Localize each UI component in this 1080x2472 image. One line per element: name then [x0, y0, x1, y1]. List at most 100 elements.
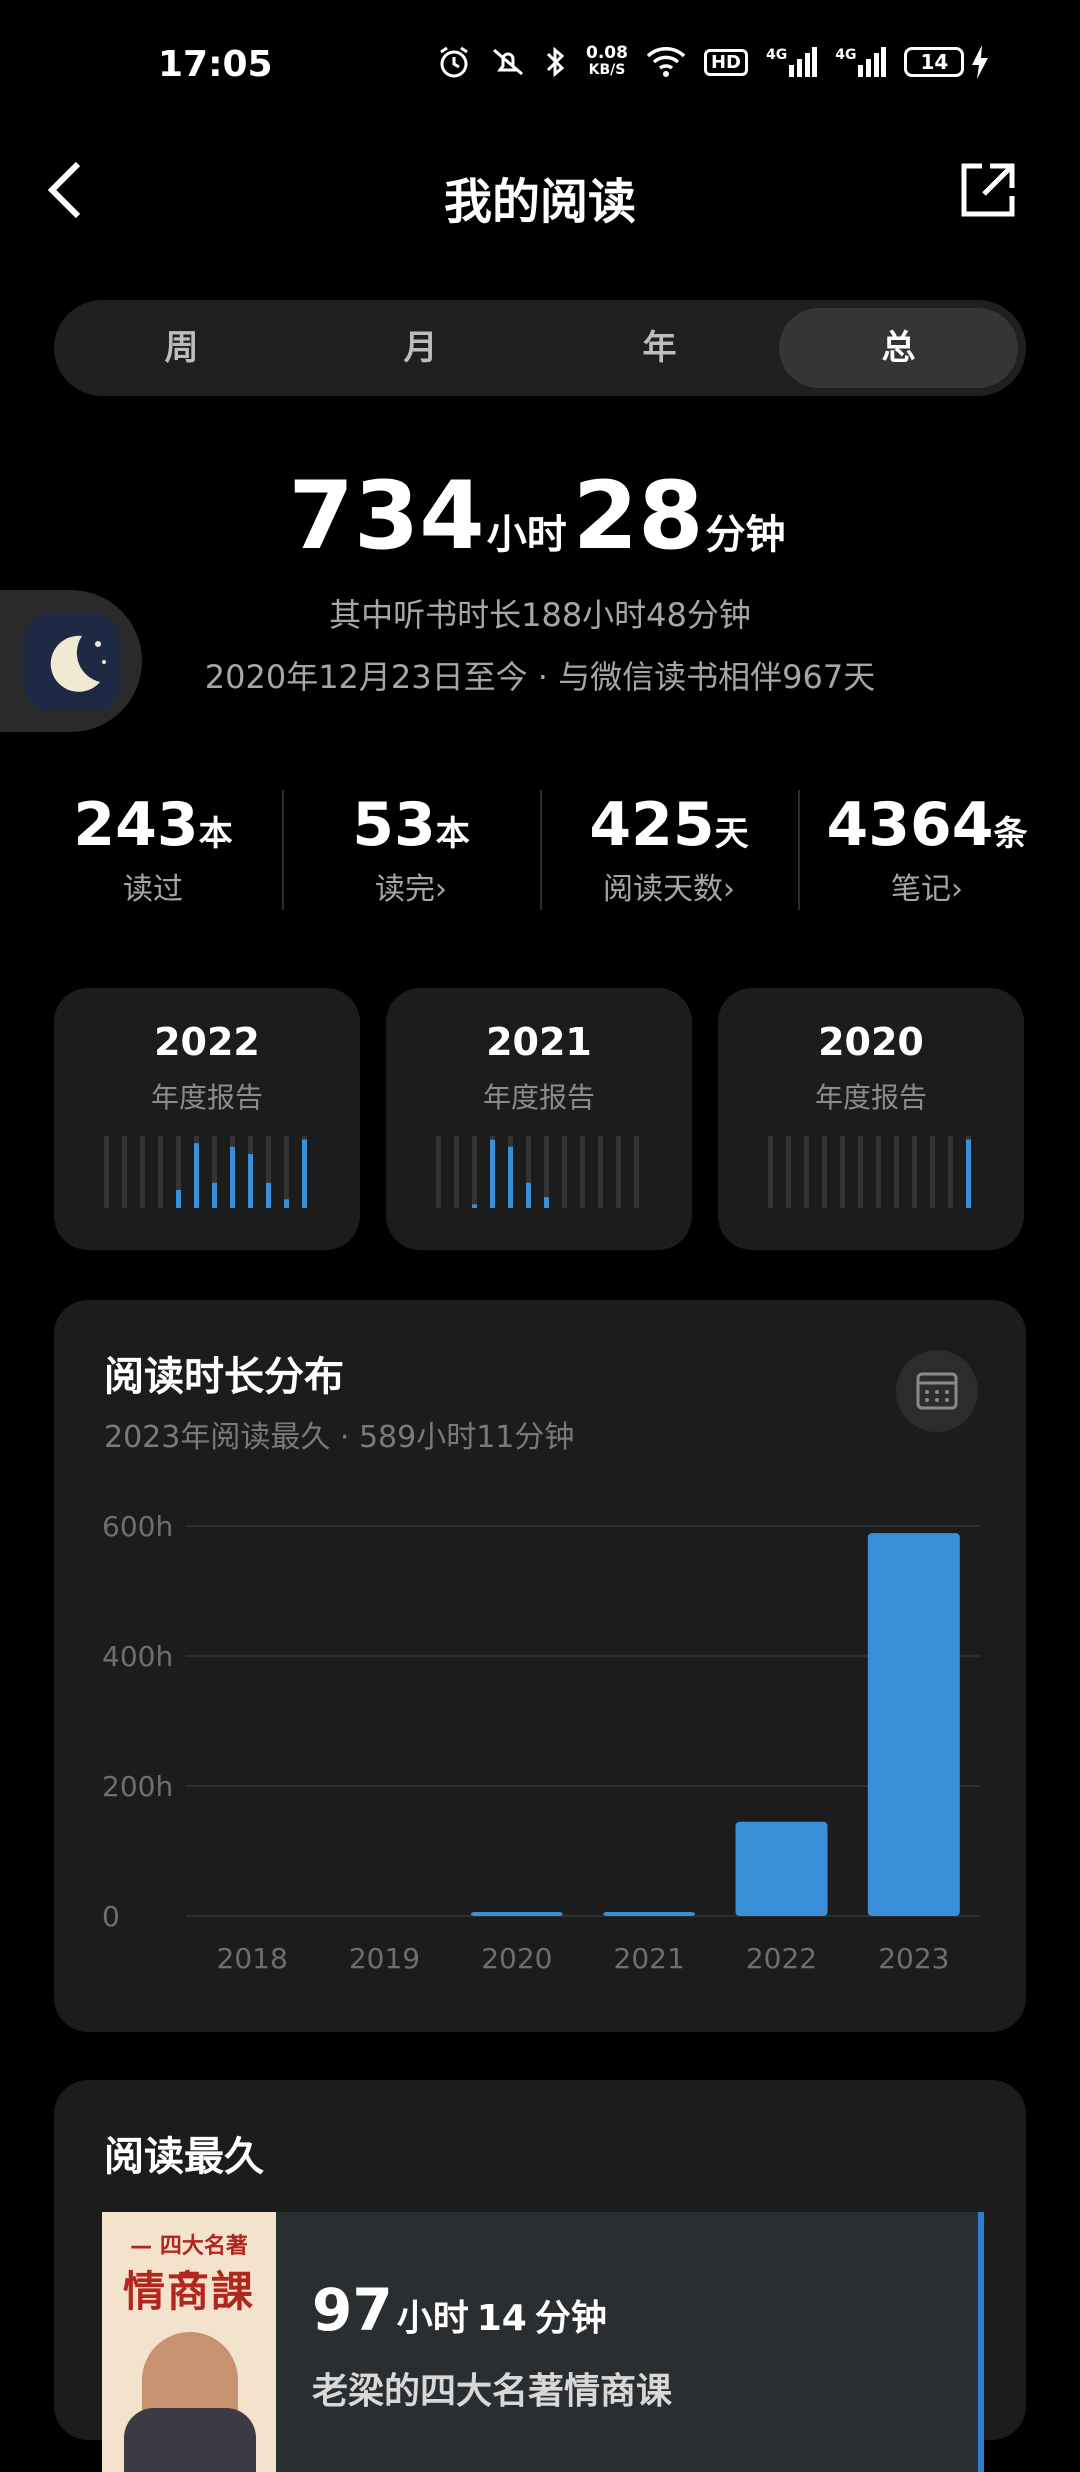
stat-unit: 本 [198, 814, 233, 854]
total-hours: 734 [288, 462, 485, 571]
month-bar [966, 1139, 971, 1208]
stat-unit: 条 [993, 814, 1028, 854]
book-hours-unit: 小时 [396, 2298, 469, 2339]
signal2-label: 4G [835, 47, 857, 63]
y-tick-label: 200h [102, 1770, 173, 1803]
signal-icon: 4G [835, 47, 887, 77]
stat-label: 阅读天数› [603, 872, 735, 907]
x-tick-label: 2019 [349, 1942, 420, 1975]
month-bar [526, 1182, 531, 1208]
stat-label: 笔记› [891, 872, 963, 907]
night-mode-button[interactable] [0, 590, 142, 732]
x-tick-label: 2022 [746, 1942, 817, 1975]
monthly-bars [104, 1136, 307, 1208]
back-arrow-icon[interactable] [46, 160, 86, 220]
book-title: 老梁的四大名著情商课 [312, 2371, 673, 2412]
hd-icon: HD [703, 48, 748, 76]
annual-report-card-2022[interactable]: 2022 年度报告 [54, 988, 360, 1250]
month-bar [230, 1146, 235, 1208]
monthly-bars [768, 1136, 971, 1208]
month-track [822, 1136, 827, 1208]
stat-unit: 本 [435, 814, 470, 854]
book-hours: 97 [312, 2276, 393, 2344]
card-year: 2020 [818, 1020, 924, 1064]
stat-reading-days[interactable]: 425天 阅读天数› [540, 790, 798, 910]
card-year: 2022 [154, 1020, 260, 1064]
month-track [158, 1136, 163, 1208]
distribution-subtitle: 2023年阅读最久 · 589小时11分钟 [104, 1420, 575, 1455]
stat-value: 243 [73, 790, 199, 860]
minutes-unit: 分钟 [705, 512, 786, 558]
annual-report-card-2020[interactable]: 2020 年度报告 [718, 988, 1024, 1250]
chart-bar [867, 1533, 960, 1916]
calendar-icon [916, 1372, 958, 1410]
battery-level: 14 [904, 47, 965, 77]
month-bar [266, 1182, 271, 1208]
month-track [616, 1136, 621, 1208]
month-track [804, 1136, 809, 1208]
card-label: 年度报告 [482, 1081, 595, 1114]
since-date: 2020年12月23日至今 · 与微信读书相伴967天 [204, 658, 876, 696]
month-bar [212, 1182, 217, 1208]
period-tabs: 周 月 年 总 [54, 300, 1026, 396]
month-bar [248, 1154, 253, 1208]
cover-title-text: 情商課 [122, 2267, 255, 2316]
month-track [212, 1136, 217, 1208]
calendar-button[interactable] [896, 1350, 978, 1432]
cover-top-text: — 四大名著 — [130, 2234, 248, 2285]
page-title: 我的阅读 [443, 174, 636, 230]
longest-title: 阅读最久 [104, 2134, 264, 2180]
month-track [894, 1136, 899, 1208]
wifi-icon [646, 47, 686, 77]
month-track [140, 1136, 145, 1208]
book-reading-time: 97 小时 14 分钟 [312, 2276, 611, 2344]
month-bar [508, 1146, 513, 1208]
longest-book-item[interactable]: — 四大名著 — 情商課 97 小时 14 分钟 老梁的四大名著情商课 [102, 2212, 984, 2472]
month-track [104, 1136, 109, 1208]
cover-portrait-suit [124, 2408, 256, 2472]
share-icon[interactable] [958, 160, 1018, 220]
annual-report-card-2021[interactable]: 2021 年度报告 [386, 988, 692, 1250]
total-reading-time: 734小时28分钟 [0, 462, 1080, 571]
stat-label: 读过 [123, 872, 183, 907]
moon-icon [50, 635, 106, 692]
month-bar [284, 1199, 289, 1208]
distribution-title: 阅读时长分布 [104, 1354, 344, 1400]
month-track [176, 1136, 181, 1208]
chart-bar [470, 1912, 563, 1916]
month-track [122, 1136, 127, 1208]
x-tick-label: 2018 [217, 1942, 288, 1975]
listen-time: 其中听书时长188小时48分钟 [329, 596, 751, 634]
alarm-icon [440, 46, 468, 78]
tab-month[interactable]: 月 [403, 328, 438, 368]
month-track [786, 1136, 791, 1208]
tab-total[interactable]: 总 [779, 308, 1018, 388]
net-speed: 0.08 KB/S [586, 45, 628, 79]
chart-bar [603, 1912, 696, 1916]
x-tick-label: 2020 [481, 1942, 552, 1975]
tab-week[interactable]: 周 [164, 328, 199, 368]
month-bar [490, 1139, 495, 1208]
month-track [284, 1136, 289, 1208]
reading-distribution-card: 阅读时长分布 2023年阅读最久 · 589小时11分钟 0 200h 400h 60… [54, 1300, 1026, 2032]
card-label: 年度报告 [814, 1081, 927, 1114]
book-cover: — 四大名著 — 情商課 [102, 2212, 276, 2472]
y-tick-label: 0 [102, 1900, 120, 1933]
x-tick-label: 2021 [614, 1942, 685, 1975]
status-icons: 0.08 KB/S HD 4G 4G 14 [436, 44, 990, 80]
month-track [858, 1136, 863, 1208]
month-bar [472, 1204, 477, 1208]
battery-icon: 14 [904, 45, 990, 79]
stats-row: 243本 读过 53本 读完› 425天 阅读天数› 4364条 笔记› [24, 790, 1056, 910]
month-bar [544, 1197, 549, 1208]
hours-unit: 小时 [486, 512, 567, 558]
stat-notes[interactable]: 4364条 笔记› [798, 790, 1056, 910]
month-track [840, 1136, 845, 1208]
tab-year[interactable]: 年 [642, 328, 677, 368]
stat-books-finished[interactable]: 53本 读完› [282, 790, 540, 910]
mute-icon [493, 48, 523, 76]
month-bar [302, 1139, 307, 1208]
month-track [876, 1136, 881, 1208]
month-track [454, 1136, 459, 1208]
month-track [580, 1136, 585, 1208]
